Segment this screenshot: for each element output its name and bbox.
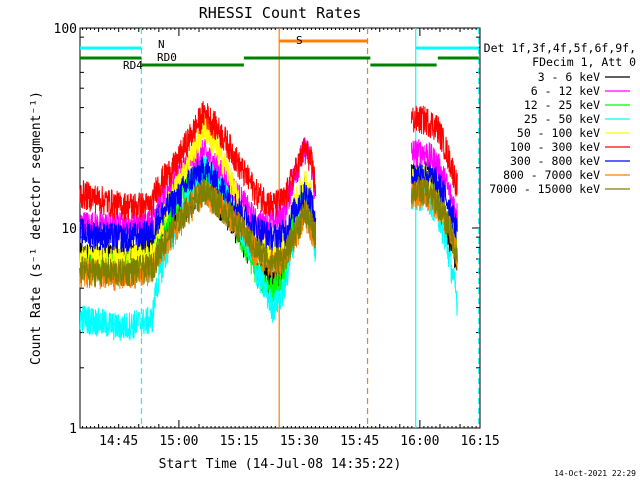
legend-label: 3 - 6 keV [538,70,600,84]
legend-label: 800 - 7000 keV [503,168,600,182]
legend-label: 12 - 25 keV [524,98,600,112]
legend: Det 1f,3f,4f,5f,6f,9f, FDecim 1, Att 0 3… [484,41,636,196]
chart-title: RHESSI Count Rates [199,4,362,22]
x-tick-label: 15:15 [220,434,259,449]
series-lines [79,101,458,342]
state-bar-label-n: N [158,38,165,51]
legend-label: 300 - 800 keV [510,154,600,168]
legend-label: 25 - 50 keV [524,112,600,126]
y-tick-label: 10 [61,222,77,237]
x-axis-label: Start Time (14-Jul-08 14:35:22) [159,457,402,472]
x-tick-label: 16:00 [400,434,439,449]
y-tick-label: 100 [54,22,77,37]
x-axis: 14:45 15:00 15:15 15:30 15:45 16:00 16:15 [82,28,500,449]
x-tick-label: 16:15 [461,434,500,449]
y-axis-label: Count Rate (s⁻¹ detector segment⁻¹) [29,91,44,365]
x-tick-label: 15:30 [280,434,319,449]
legend-label: 7000 - 15000 keV [489,182,600,196]
legend-header-1: Det 1f,3f,4f,5f,6f,9f, [484,41,636,55]
legend-label: 50 - 100 keV [517,126,600,140]
series-7000-15000-kev [79,175,458,287]
legend-label: 6 - 12 keV [531,84,600,98]
x-tick-label: 15:00 [159,434,198,449]
legend-label: 100 - 300 keV [510,140,600,154]
state-bar-label-rd4: RD4 [123,59,143,72]
y-tick-label: 1 [69,422,77,437]
state-bar-label-s: S [296,34,303,47]
series-100-300-kev [79,101,458,222]
legend-header-2: FDecim 1, Att 0 [532,55,636,69]
x-tick-label: 15:45 [340,434,379,449]
footer-timestamp: 14-Oct-2021 22:29 [554,469,636,478]
x-tick-label: 14:45 [99,434,138,449]
state-bar-label-rd0: RD0 [157,51,177,64]
